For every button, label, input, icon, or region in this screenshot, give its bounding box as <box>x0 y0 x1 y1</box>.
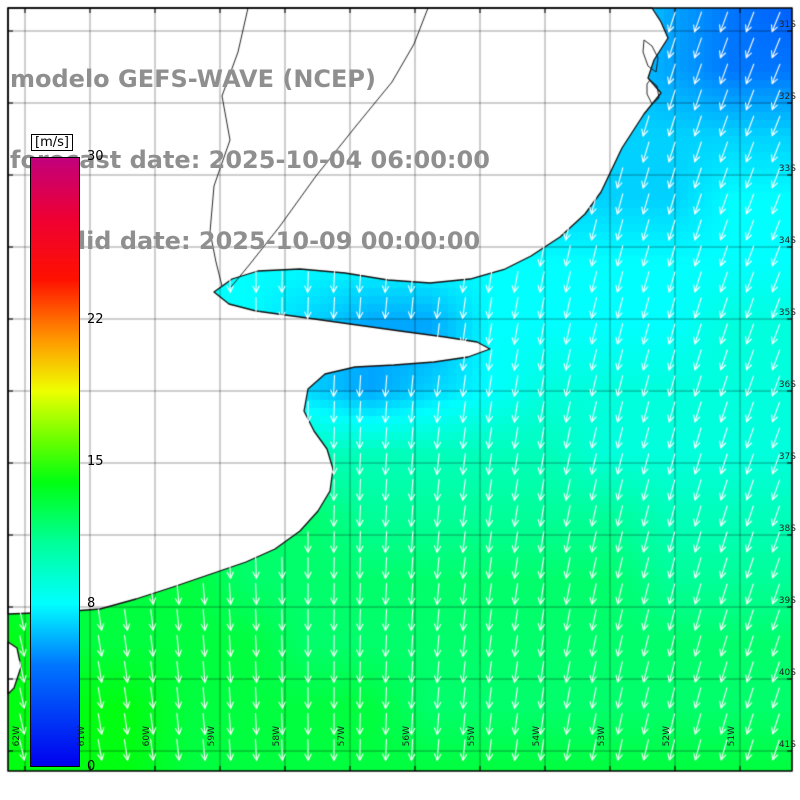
lon-label-58W: 58W <box>272 726 282 747</box>
lon-label-54W: 54W <box>532 726 542 747</box>
lat-label-38S: 38S <box>778 524 796 534</box>
model-title: modelo GEFS-WAVE (NCEP) <box>10 65 376 93</box>
lon-label-55W: 55W <box>467 726 477 747</box>
lat-label-39S: 39S <box>778 596 796 606</box>
lon-label-59W: 59W <box>207 726 217 747</box>
lat-label-31S: 31S <box>778 20 796 30</box>
colorbar-units-label: [m/s] <box>31 134 73 151</box>
colorbar-gradient <box>30 157 80 767</box>
lat-label-41S: 41S <box>778 740 796 750</box>
colorbar-tick-15: 15 <box>87 454 104 469</box>
lon-label-53W: 53W <box>597 726 607 747</box>
lat-label-34S: 34S <box>778 236 796 246</box>
lon-label-61W: 61W <box>77 726 87 747</box>
lon-label-52W: 52W <box>662 726 672 747</box>
lat-label-40S: 40S <box>778 668 796 678</box>
lat-label-32S: 32S <box>778 92 796 102</box>
lon-label-51W: 51W <box>727 726 737 747</box>
lat-label-37S: 37S <box>778 452 796 462</box>
colorbar-tick-8: 8 <box>87 596 96 612</box>
lat-label-36S: 36S <box>778 380 796 390</box>
lat-label-33S: 33S <box>778 164 796 174</box>
lat-label-35S: 35S <box>778 308 796 318</box>
lon-label-56W: 56W <box>402 726 412 747</box>
colorbar-tick-22: 22 <box>87 311 104 327</box>
lon-label-62W: 62W <box>12 726 22 747</box>
colorbar: [m/s] 30 22 15 8 0 <box>30 131 160 776</box>
lon-label-60W: 60W <box>142 726 152 747</box>
colorbar-tick-30: 30 <box>87 149 104 164</box>
lon-label-57W: 57W <box>337 726 347 747</box>
colorbar-tick-0: 0 <box>87 759 96 774</box>
